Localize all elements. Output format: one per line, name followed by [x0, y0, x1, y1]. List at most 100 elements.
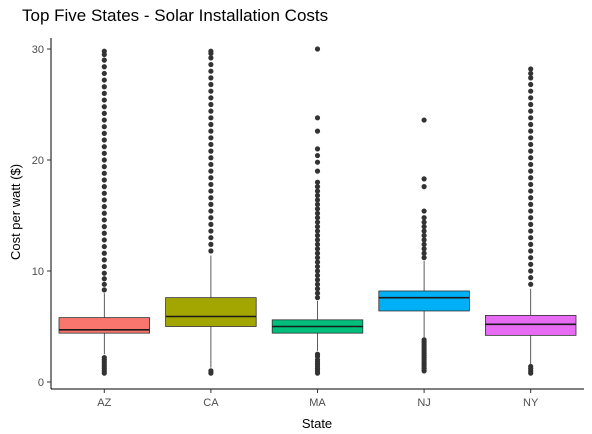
outlier-point — [101, 130, 107, 136]
outlier-point — [314, 268, 321, 274]
y-tick-label: 10 — [32, 266, 44, 278]
outlier-point — [314, 215, 321, 221]
y-tick-label: 30 — [32, 44, 44, 56]
boxes-layer — [58, 46, 577, 376]
outlier-point — [314, 206, 321, 212]
outlier-point — [208, 141, 214, 148]
outlier-point — [101, 110, 107, 116]
outlier-point — [101, 287, 107, 293]
outlier-point — [208, 248, 214, 254]
outlier-point — [528, 363, 534, 370]
outlier-point — [101, 157, 107, 163]
outlier-point — [314, 241, 321, 247]
outlier-point — [421, 224, 427, 230]
outlier-point — [528, 228, 534, 234]
outlier-point — [101, 276, 107, 282]
box-nj — [378, 117, 470, 374]
outlier-point — [314, 179, 321, 185]
outlier-point — [101, 84, 107, 90]
outlier-point — [528, 261, 534, 267]
outlier-point — [314, 201, 321, 207]
outlier-point — [101, 70, 107, 77]
outlier-point — [208, 88, 214, 94]
outlier-point — [528, 128, 534, 134]
outlier-point — [101, 90, 107, 96]
outlier-point — [314, 188, 321, 194]
box-ma — [271, 46, 364, 376]
outlier-point — [208, 221, 214, 227]
outlier-point — [101, 164, 107, 170]
outlier-point — [421, 176, 427, 182]
outlier-point — [314, 152, 321, 159]
outlier-point — [314, 168, 321, 174]
outlier-point — [528, 201, 534, 207]
outlier-point — [101, 281, 107, 287]
outlier-point — [421, 241, 427, 247]
outlier-point — [528, 221, 534, 227]
outlier-point — [208, 181, 214, 188]
box-az — [58, 48, 151, 376]
outlier-point — [421, 228, 427, 234]
outlier-point — [421, 246, 427, 252]
outlier-point — [314, 281, 321, 287]
outlier-point — [421, 215, 427, 221]
outlier-point — [101, 124, 107, 130]
outlier-point — [314, 228, 321, 234]
outlier-point — [314, 295, 321, 301]
outlier-point — [101, 117, 107, 123]
outlier-point — [314, 128, 321, 134]
outlier-point — [314, 197, 321, 203]
x-tick-label: CA — [203, 397, 219, 409]
outlier-point — [528, 148, 534, 154]
outlier-point — [101, 224, 107, 230]
outlier-point — [101, 270, 107, 276]
outlier-point — [101, 97, 107, 103]
outlier-point — [528, 66, 534, 72]
box-rect — [484, 314, 577, 336]
outlier-point — [421, 208, 427, 214]
outlier-point — [101, 64, 107, 70]
outlier-point — [528, 241, 534, 247]
outlier-point — [314, 232, 321, 239]
box-rect — [58, 317, 151, 334]
outlier-point — [314, 237, 321, 243]
outlier-point — [101, 237, 107, 243]
x-tick-label: AZ — [97, 397, 111, 409]
outlier-point — [101, 104, 107, 110]
outlier-point — [314, 210, 321, 216]
outlier-point — [314, 255, 321, 261]
outlier-point — [314, 263, 321, 270]
outlier-point — [101, 197, 107, 203]
outlier-point — [101, 177, 107, 183]
outlier-point — [528, 155, 534, 161]
outlier-point — [208, 115, 214, 121]
outlier-point — [314, 184, 321, 190]
outlier-point — [421, 250, 427, 256]
outlier-point — [421, 184, 427, 190]
outlier-point — [528, 281, 534, 287]
box-rect — [378, 290, 470, 312]
x-tick-label: MA — [309, 397, 326, 409]
outlier-point — [421, 219, 427, 225]
outlier-point — [208, 168, 214, 174]
outlier-point — [314, 46, 321, 52]
outlier-point — [528, 195, 534, 201]
outlier-point — [314, 146, 321, 152]
outlier-point — [208, 175, 214, 181]
outlier-point — [208, 228, 214, 234]
outlier-point — [101, 57, 107, 63]
outlier-point — [528, 108, 534, 114]
outlier-point — [208, 108, 214, 114]
outlier-point — [208, 95, 214, 101]
outlier-point — [528, 235, 534, 241]
outlier-point — [208, 55, 214, 61]
chart-title: Top Five States - Solar Installation Cos… — [22, 6, 329, 25]
outlier-point — [208, 368, 214, 374]
outlier-point — [101, 137, 107, 143]
x-tick-label: NJ — [417, 397, 430, 409]
outlier-point — [101, 204, 107, 210]
outlier-point — [101, 243, 107, 250]
outlier-point — [101, 250, 107, 256]
outlier-point — [101, 230, 107, 236]
